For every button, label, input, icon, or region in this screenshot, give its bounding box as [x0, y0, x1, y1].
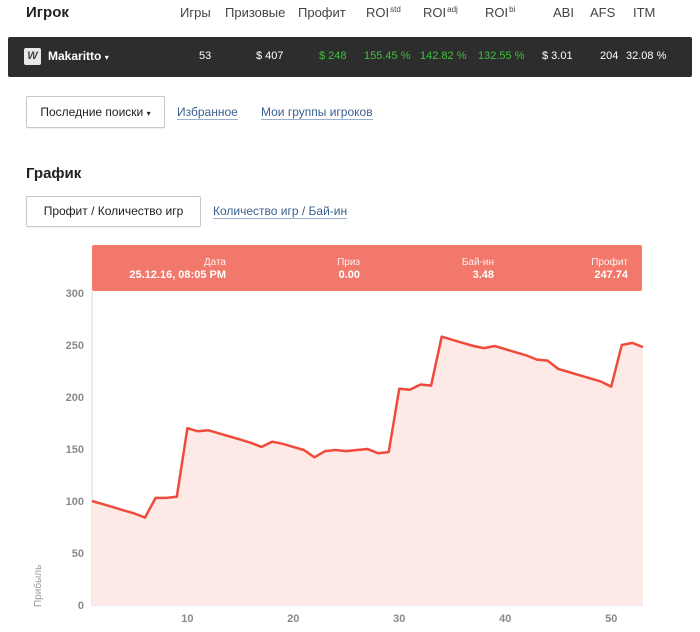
profit-column-header[interactable]: Профит — [298, 5, 346, 20]
tooltip-prize-label: Приз — [337, 257, 360, 268]
tooltip-buyin-label: Бай-ин — [461, 257, 494, 268]
tooltip-profit: Профит 247.74 — [562, 257, 628, 281]
player-roi-bi-value: 132.55 % — [478, 50, 525, 62]
y-tick-label: 250 — [66, 340, 84, 352]
tooltip-profit-value: 247.74 — [594, 269, 628, 281]
player-abi-value: $ 3.01 — [542, 50, 573, 62]
tooltip-prize: Приз 0.00 — [320, 257, 360, 281]
stats-header: Игрок Игры Призовые Профит ROIstd ROIadj… — [0, 0, 700, 26]
recent-searches-label: Последние поиски — [40, 105, 144, 119]
roi-bi-column-header[interactable]: ROIbi — [485, 5, 516, 20]
player-itm-value: 32.08 % — [626, 50, 667, 62]
prize-column-header[interactable]: Призовые — [225, 5, 286, 20]
y-tick-label: 100 — [66, 496, 84, 508]
x-tick-label: 30 — [393, 613, 405, 625]
x-tick-label: 40 — [499, 613, 511, 625]
games-column-header[interactable]: Игры — [180, 5, 211, 20]
profit-area — [92, 336, 643, 605]
y-tick-label: 200 — [66, 392, 84, 404]
roi-adj-column-header[interactable]: ROIadj — [423, 5, 458, 20]
abi-column-header[interactable]: ABI — [553, 5, 574, 20]
favorites-link[interactable]: Избранное — [177, 105, 238, 120]
chart-section-title: График — [26, 165, 82, 182]
tooltip-prize-value: 0.00 — [338, 269, 360, 281]
x-tick-label: 10 — [181, 613, 193, 625]
site-logo-icon: W — [24, 48, 41, 65]
afs-column-header[interactable]: AFS — [590, 5, 616, 20]
y-tick-label: 150 — [66, 444, 84, 456]
x-tick-label: 50 — [605, 613, 617, 625]
y-tick-label: 0 — [78, 600, 84, 612]
chevron-down-icon: ▾ — [104, 53, 109, 62]
player-profit-value: $ 248 — [319, 50, 347, 62]
player-roi-adj-value: 142.82 % — [420, 50, 467, 62]
player-games-value: 53 — [199, 50, 212, 62]
y-axis-label: Прибыль — [32, 565, 44, 607]
x-tick-label: 20 — [287, 613, 299, 625]
y-tick-label: 50 — [72, 548, 84, 560]
player-afs-value: 204 — [600, 50, 619, 62]
chart-tooltip: Дата 25.12.16, 08:05 PM Приз 0.00 Бай-ин… — [92, 245, 642, 291]
tooltip-date-value: 25.12.16, 08:05 PM — [129, 269, 226, 281]
y-tick-label: 300 — [66, 288, 84, 300]
player-column-header: Игрок — [26, 4, 69, 21]
player-roi-std-value: 155.45 % — [364, 50, 411, 62]
tab-profit-vs-games[interactable]: Профит / Количество игр — [26, 196, 201, 227]
tooltip-date-label: Дата — [203, 257, 226, 268]
roi-std-column-header[interactable]: ROIstd — [366, 5, 401, 20]
chevron-down-icon: ▾ — [146, 109, 151, 118]
my-groups-link[interactable]: Мои группы игроков — [261, 105, 373, 120]
tooltip-buyin-value: 3.48 — [472, 269, 494, 281]
player-prize-value: $ 407 — [256, 50, 284, 62]
tab-games-vs-buyin[interactable]: Количество игр / Бай-ин — [213, 204, 348, 219]
profit-line — [91, 335, 644, 519]
player-name-dropdown[interactable]: Makaritto ▾ — [48, 49, 109, 63]
player-stats-row: W Makaritto ▾ 53 $ 407 $ 248 155.45 % 14… — [8, 37, 692, 77]
itm-column-header[interactable]: ITM — [633, 5, 656, 20]
recent-searches-dropdown[interactable]: Последние поиски ▾ — [26, 96, 165, 128]
tooltip-profit-label: Профит — [591, 257, 628, 268]
tooltip-date: Дата 25.12.16, 08:05 PM — [122, 257, 226, 281]
tooltip-buyin: Бай-ин 3.48 — [432, 257, 494, 281]
